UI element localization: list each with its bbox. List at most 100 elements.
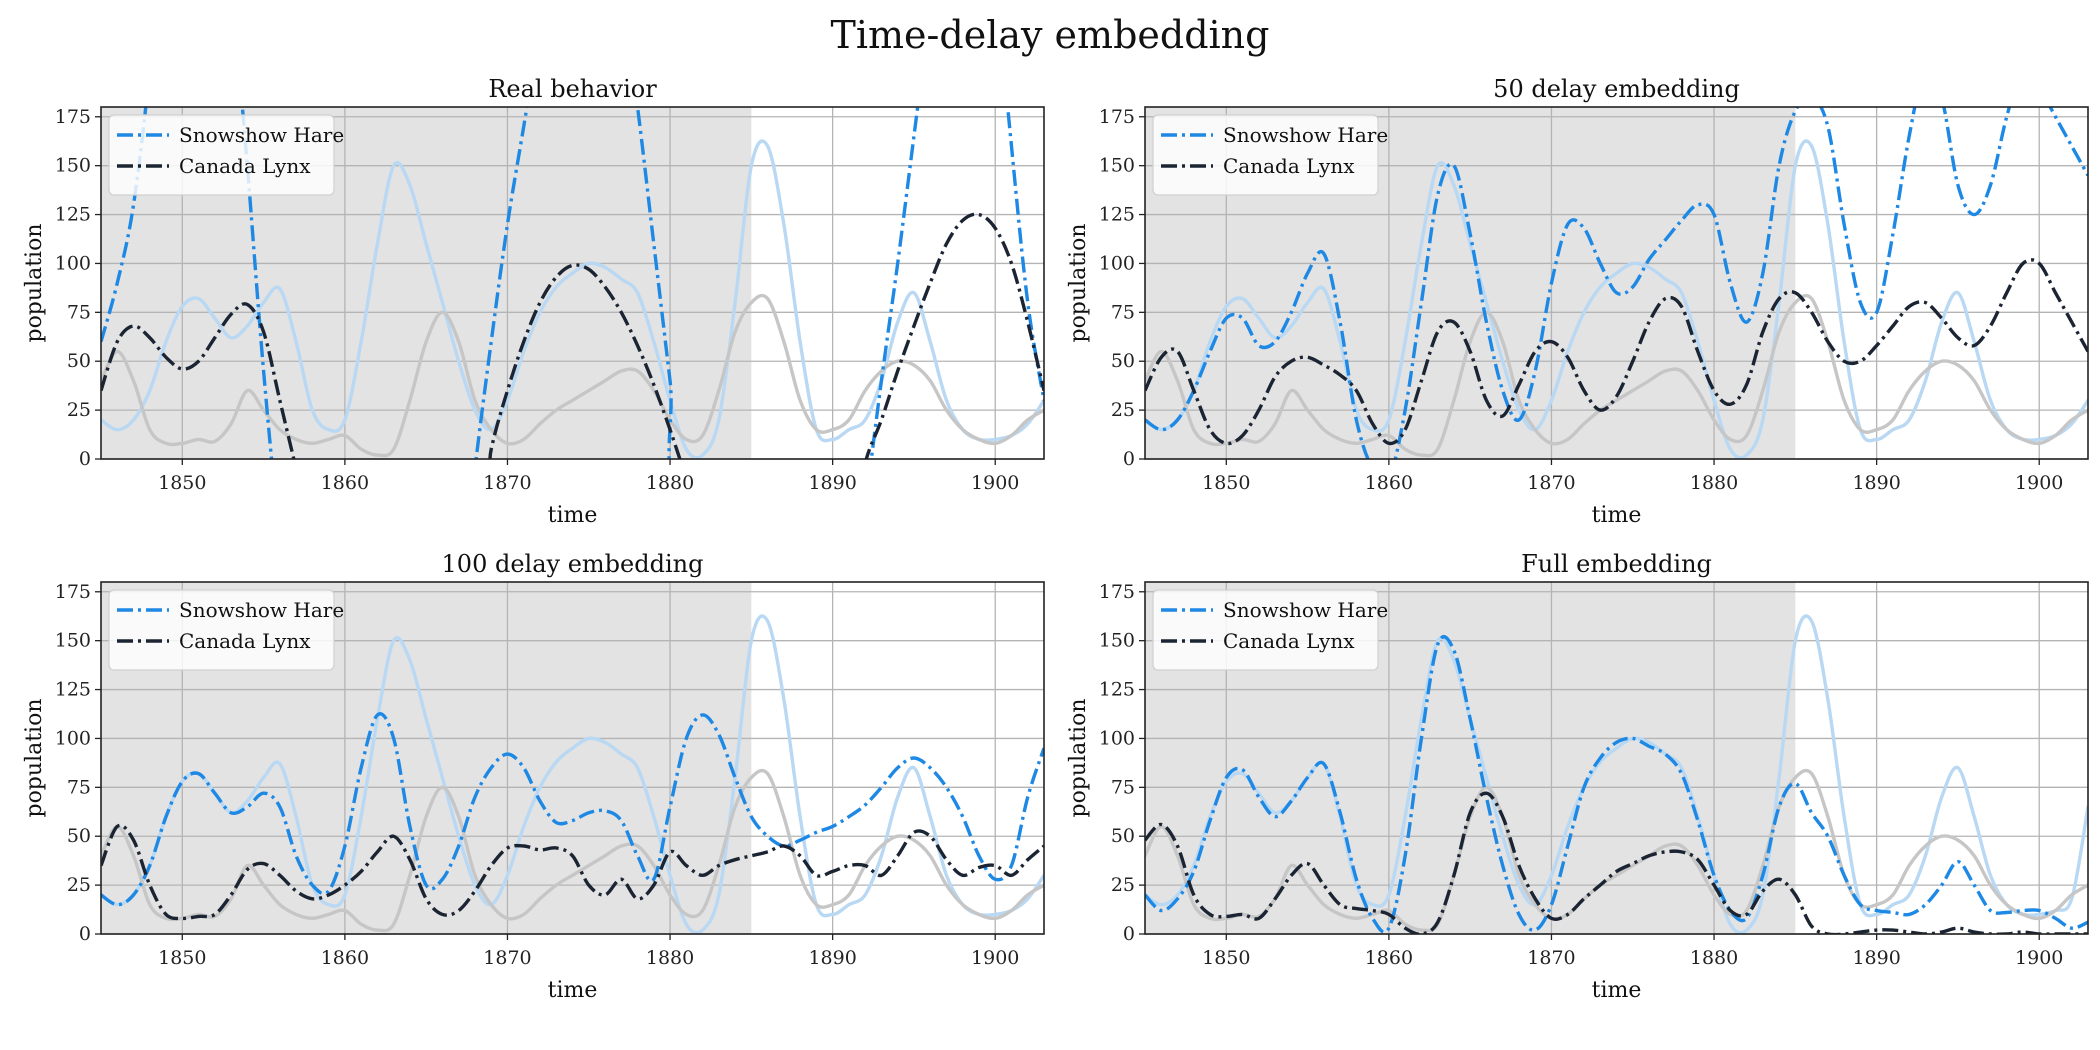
reference-line: [1145, 293, 2088, 458]
x-tick-label: 1850: [158, 472, 206, 494]
y-tick-label: 100: [55, 727, 91, 749]
legend-box: [108, 114, 335, 196]
legend-label: Snowshow Hare: [1223, 123, 1388, 147]
x-tick-label: 1890: [808, 472, 856, 494]
y-tick-label: 100: [55, 252, 91, 274]
x-tick-label: 1890: [1852, 947, 1900, 969]
y-tick-label: 125: [55, 204, 91, 226]
x-tick-label: 1860: [321, 472, 369, 494]
chart-panel: 1850 1860 1870 1880 1890 1900 0 25 50 75 100 125 150…: [1066, 550, 2089, 1003]
axes-frame: [1144, 581, 2089, 935]
reference-line: [101, 293, 1044, 458]
y-tick-label: 25: [1111, 399, 1135, 421]
y-tick-label: 25: [1111, 874, 1135, 896]
reference-line: [101, 768, 1044, 933]
y-tick-label: 75: [1111, 776, 1135, 798]
legend: Snowshow Hare Canada Lynx: [108, 589, 344, 671]
y-tick-label: 150: [1099, 630, 1135, 652]
y-tick-label: 25: [67, 874, 91, 896]
x-tick-label: 1870: [1527, 472, 1575, 494]
x-tick-label: 1870: [483, 947, 531, 969]
y-tick-label: 75: [67, 301, 91, 323]
x-tick-label: 1870: [1527, 947, 1575, 969]
series-line: [101, 823, 1044, 921]
x-tick-label: 1850: [158, 947, 206, 969]
y-tick-label: 150: [55, 630, 91, 652]
y-tick-label: 0: [79, 923, 91, 945]
series-line: [1145, 258, 2088, 446]
chart-title: 50 delay embedding: [1493, 75, 1740, 103]
x-tick-label: 1850: [1202, 472, 1250, 494]
legend-label: Canada Lynx: [179, 629, 311, 653]
y-tick-label: 100: [1099, 727, 1135, 749]
legend-label: Canada Lynx: [1223, 629, 1355, 653]
y-axis-label: population: [1066, 223, 1091, 342]
y-tick-label: 75: [1111, 301, 1135, 323]
axes-frame: [1144, 106, 2089, 460]
chart-title: Full embedding: [1521, 550, 1712, 578]
x-tick-label: 1880: [1690, 472, 1738, 494]
chart-panel: 1850 1860 1870 1880 1890 1900 0 25 50 75 100 125 150…: [22, 550, 1045, 1003]
y-tick-label: 50: [67, 825, 91, 847]
legend-box: [1152, 589, 1379, 671]
series-group: [1145, 107, 2088, 459]
y-tick-label: 75: [67, 776, 91, 798]
y-tick-label: 175: [1099, 106, 1135, 128]
legend-label: Snowshow Hare: [179, 598, 344, 622]
chart-panel: 1850 1860 1870 1880 1890 1900 0 25 50 75 100 125 150…: [1066, 75, 2089, 528]
reference-line: [101, 614, 1044, 934]
y-tick-label: 175: [55, 581, 91, 603]
legend-label: Snowshow Hare: [179, 123, 344, 147]
x-tick-label: 1850: [1202, 947, 1250, 969]
chart-title: Real behavior: [488, 75, 657, 103]
figure-title: Time-delay embedding: [831, 13, 1270, 57]
y-tick-label: 50: [1111, 350, 1135, 372]
x-tick-label: 1860: [321, 947, 369, 969]
series-group: [101, 107, 1044, 459]
y-tick-label: 175: [55, 106, 91, 128]
x-axis-label: time: [1592, 503, 1642, 528]
legend-box: [108, 589, 335, 671]
y-tick-label: 50: [1111, 825, 1135, 847]
x-tick-label: 1900: [2015, 472, 2063, 494]
series-line: [1145, 635, 2088, 934]
y-tick-label: 100: [1099, 252, 1135, 274]
x-axis-label: time: [548, 978, 598, 1003]
chart-panel: 1850 1860 1870 1880 1890 1900 0 25 50 75 100 125 150…: [22, 75, 1045, 528]
legend-box: [1152, 114, 1379, 196]
legend-label: Canada Lynx: [179, 154, 311, 178]
x-tick-label: 1900: [971, 947, 1019, 969]
x-tick-label: 1870: [483, 472, 531, 494]
legend-label: Canada Lynx: [1223, 154, 1355, 178]
series-line: [1145, 791, 2088, 934]
y-axis-label: population: [1066, 698, 1091, 817]
legend: Snowshow Hare Canada Lynx: [1152, 114, 1388, 196]
x-tick-label: 1860: [1365, 947, 1413, 969]
x-tick-label: 1880: [646, 947, 694, 969]
series-line: [1145, 107, 2088, 459]
chart-title: 100 delay embedding: [442, 550, 704, 578]
x-tick-label: 1900: [971, 472, 1019, 494]
x-tick-label: 1900: [2015, 947, 2063, 969]
x-tick-label: 1860: [1365, 472, 1413, 494]
series-line: [101, 212, 1044, 459]
x-tick-label: 1890: [1852, 472, 1900, 494]
axes-frame: [100, 581, 1045, 935]
axes-frame: [100, 106, 1045, 460]
x-axis-label: time: [1592, 978, 1642, 1003]
series-line: [101, 712, 1044, 907]
reference-line: [1145, 139, 2088, 459]
y-tick-label: 25: [67, 399, 91, 421]
x-axis-label: time: [548, 503, 598, 528]
x-tick-label: 1890: [808, 947, 856, 969]
y-tick-label: 175: [1099, 581, 1135, 603]
y-tick-label: 150: [1099, 155, 1135, 177]
y-tick-label: 0: [1123, 923, 1135, 945]
y-tick-label: 50: [67, 350, 91, 372]
y-tick-label: 125: [55, 679, 91, 701]
legend-label: Snowshow Hare: [1223, 598, 1388, 622]
reference-line: [1145, 768, 2088, 933]
y-tick-label: 125: [1099, 679, 1135, 701]
